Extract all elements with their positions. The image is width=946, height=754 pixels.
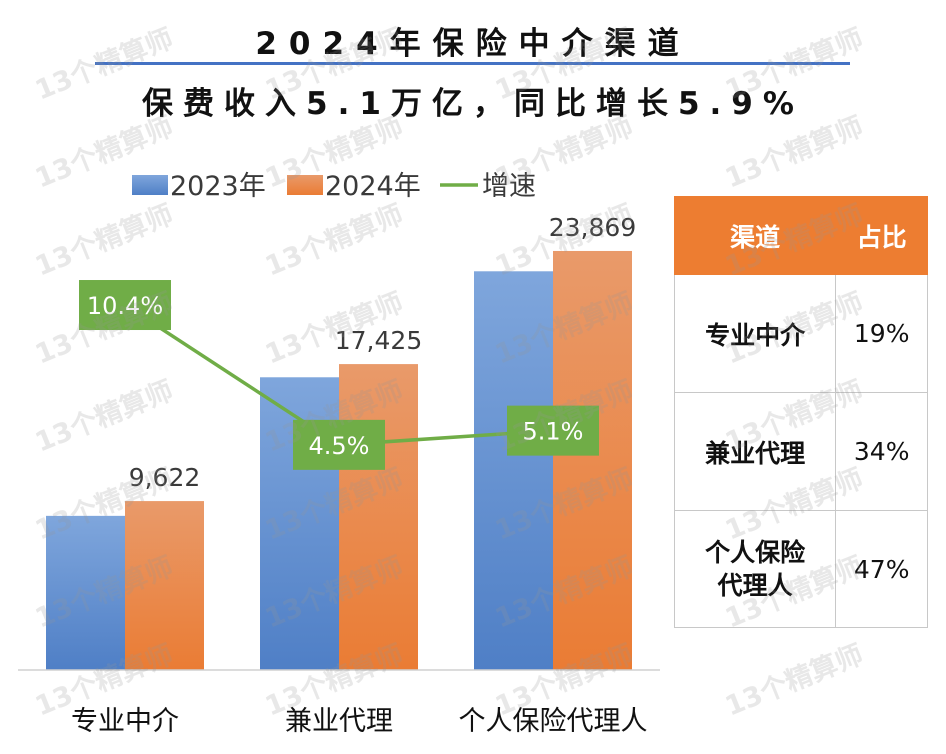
table-cell-channel: 个人保险 代理人 bbox=[673, 510, 837, 628]
channel-share-table: 渠道 占比 专业中介 19% 兼业代理 34% 个人保险 代理人 47% bbox=[673, 196, 928, 628]
bar-2024-0 bbox=[125, 501, 204, 670]
table-cell-share: 34% bbox=[835, 392, 928, 511]
bar-value-label: 9,622 bbox=[129, 463, 201, 492]
table-row: 专业中介 19% bbox=[673, 274, 928, 393]
chart-title: 2024年保险中介渠道 bbox=[255, 26, 691, 62]
rate-value-label: 5.1% bbox=[523, 418, 584, 446]
chart-subtitle: 保费收入5.1万亿，同比增长5.9% bbox=[142, 86, 804, 122]
watermark-text: 13个精算师 bbox=[721, 638, 868, 722]
title-divider bbox=[95, 62, 850, 65]
legend-2024-swatch bbox=[287, 175, 323, 195]
rate-value-label: 4.5% bbox=[309, 432, 370, 460]
legend-2024-text: 2024年 bbox=[325, 171, 421, 202]
bar-line-chart: 2023年 2024年 增速 专业中介 兼业代理 个人保险代理人 10.4% 4.5% 5.… bbox=[18, 171, 660, 737]
bar-value-label: 23,869 bbox=[549, 213, 636, 242]
table-cell-share: 19% bbox=[835, 274, 928, 393]
table-row: 个人保险 代理人 47% bbox=[673, 510, 928, 628]
bar-2023-0 bbox=[46, 515, 125, 670]
legend-growth-text: 增速 bbox=[482, 171, 536, 202]
rate-label-box bbox=[79, 280, 171, 331]
rate-value-label: 10.4% bbox=[87, 292, 163, 320]
table-header-channel: 渠道 bbox=[673, 196, 837, 275]
bar-2024-2 bbox=[553, 250, 632, 671]
table-cell-channel: 兼业代理 bbox=[673, 392, 837, 511]
legend-2023-text: 2023年 bbox=[170, 171, 266, 202]
rate-label-box bbox=[507, 405, 599, 456]
table-cell-channel: 专业中介 bbox=[673, 274, 837, 393]
bar-2024-1 bbox=[339, 364, 418, 670]
legend-2023-swatch bbox=[132, 175, 168, 195]
rate-label-box bbox=[293, 419, 385, 470]
table-cell-share: 47% bbox=[835, 510, 928, 628]
category-label: 专业中介 bbox=[71, 706, 179, 737]
bar-value-label: 17,425 bbox=[335, 326, 422, 355]
category-label: 兼业代理 bbox=[285, 706, 393, 737]
bar-2023-2 bbox=[474, 271, 553, 670]
category-label: 个人保险代理人 bbox=[459, 706, 648, 737]
chart-legend: 2023年 2024年 增速 bbox=[132, 171, 536, 202]
table-row: 兼业代理 34% bbox=[673, 392, 928, 511]
table-header-share: 占比 bbox=[835, 196, 928, 275]
